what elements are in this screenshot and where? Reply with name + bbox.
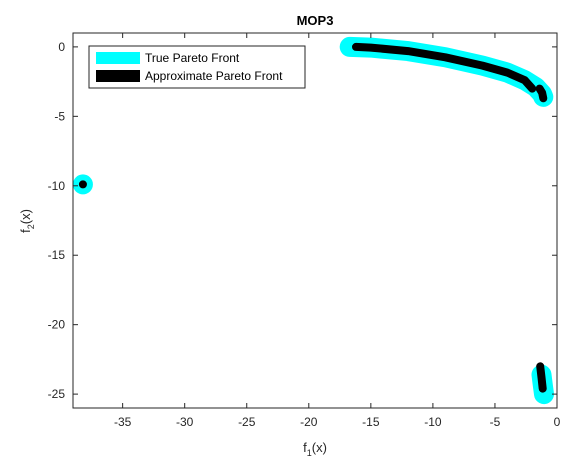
y-axis-label-rest: (x)	[18, 209, 33, 224]
y-tick-label: -25	[48, 387, 66, 401]
x-tick-label: -10	[424, 415, 442, 429]
legend-entry-approximate-pareto-front: Approximate Pareto Front	[145, 69, 283, 83]
y-tick-label: -5	[54, 109, 65, 123]
approximate-pareto-front-point-0	[78, 180, 87, 189]
legend-entry-true-pareto-front: True Pareto Front	[145, 51, 240, 65]
plot-area	[73, 33, 557, 408]
y-tick-label: -10	[48, 179, 66, 193]
legend: True Pareto Front Approximate Pareto Fro…	[88, 45, 306, 89]
x-tick-label: -35	[114, 415, 132, 429]
x-axis-label-rest: (x)	[312, 440, 327, 455]
x-axis-label: f1(x)	[303, 440, 327, 458]
x-tick-label: -5	[490, 415, 501, 429]
y-tick-label: 0	[58, 40, 65, 54]
approximate-pareto-front-segment-3	[536, 362, 547, 393]
legend-swatch-approximate-pareto-front	[96, 70, 140, 82]
x-tick-label: -30	[176, 415, 194, 429]
y-tick-label: -20	[48, 318, 66, 332]
approximate-pareto-front-segment-1	[352, 42, 537, 93]
x-axis-label-sub: 1	[307, 448, 312, 458]
axes-box	[72, 32, 558, 409]
x-tick-label: -20	[300, 415, 318, 429]
x-axis-label-base: f	[303, 440, 307, 455]
chart-title: MOP3	[297, 13, 334, 28]
y-axis-label: f2(x)	[18, 209, 36, 233]
y-tick-label: -15	[48, 248, 66, 262]
y-axis-label-sub: 2	[26, 224, 36, 229]
x-tick-label: 0	[554, 415, 561, 429]
approximate-pareto-front-segment-2	[535, 84, 548, 103]
x-tick-label: -25	[238, 415, 256, 429]
x-tick-label: -15	[362, 415, 380, 429]
y-axis-label-base: f	[18, 229, 33, 233]
legend-swatch-true-pareto-front	[96, 52, 140, 64]
